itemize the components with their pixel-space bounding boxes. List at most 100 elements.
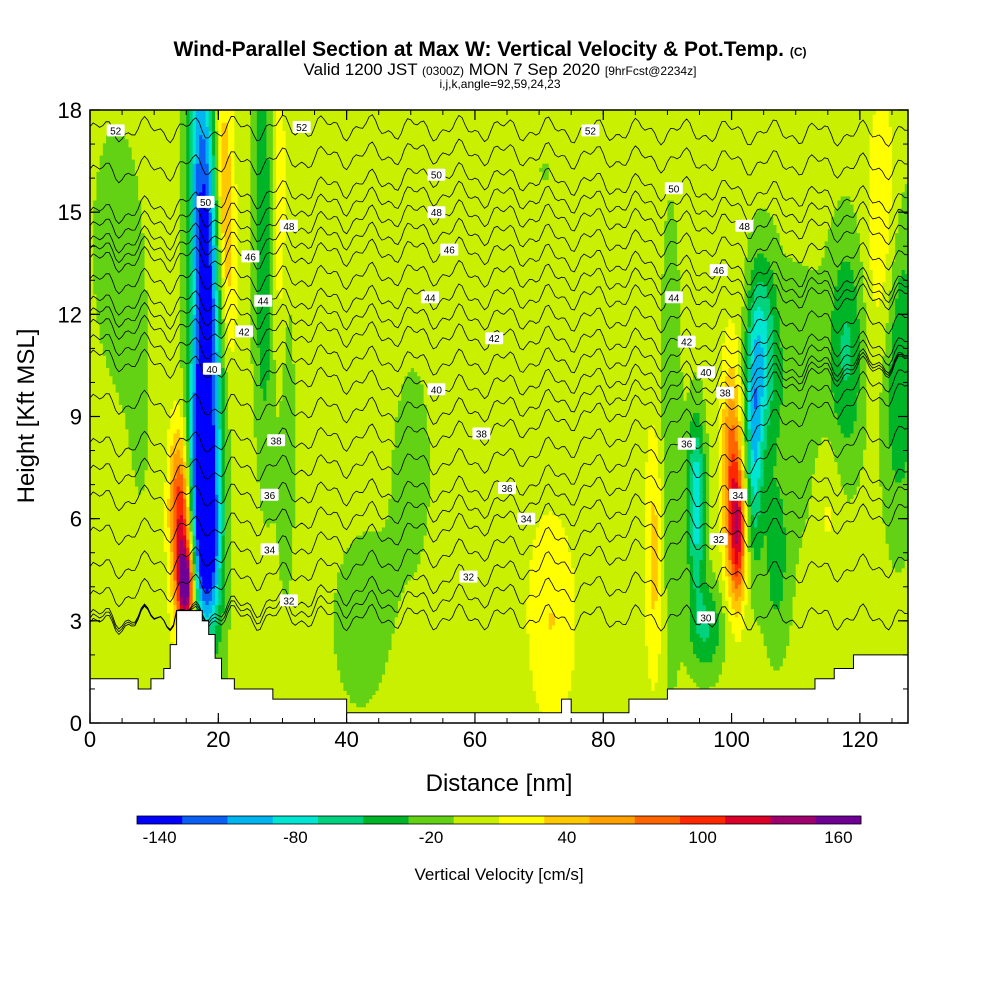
colorbar-swatch bbox=[499, 816, 545, 824]
chart-title: Wind-Parallel Section at Max W: Vertical… bbox=[173, 38, 806, 61]
isentrope-label: 34 bbox=[260, 543, 279, 556]
isentrope-51 bbox=[90, 138, 908, 184]
isentrope-label: 50 bbox=[427, 168, 446, 182]
isentrope-label: 44 bbox=[664, 291, 683, 304]
colorbar-swatch bbox=[770, 816, 817, 824]
isentrope-30 bbox=[90, 603, 908, 632]
colorbar-swatch bbox=[680, 816, 726, 824]
isentrope-label: 36 bbox=[260, 488, 279, 502]
y-tick-label: 0 bbox=[70, 711, 82, 736]
y-tick-label: 12 bbox=[58, 302, 82, 327]
isentrope-label: 42 bbox=[485, 332, 504, 345]
isentrope-46 bbox=[90, 236, 908, 297]
isentrope-label: 42 bbox=[677, 335, 696, 349]
x-tick-label: 100 bbox=[713, 727, 750, 752]
colorbar-swatch bbox=[227, 816, 274, 824]
subtitle-valid: Valid 1200 JST bbox=[304, 60, 418, 79]
isentrope-47 bbox=[90, 217, 908, 271]
isentrope-48 bbox=[90, 199, 908, 254]
isentrope-label: 38 bbox=[716, 386, 735, 400]
x-tick-label: 40 bbox=[334, 727, 358, 752]
isentrope-39 bbox=[90, 351, 908, 425]
isentrope-label: 36 bbox=[677, 437, 696, 451]
isentrope-label: 34 bbox=[517, 512, 536, 526]
colorbar-swatch bbox=[272, 816, 319, 824]
colorbar-tick-label: 160 bbox=[824, 828, 852, 847]
isentrope-32 bbox=[90, 503, 908, 636]
colorbar-swatch bbox=[318, 816, 364, 824]
y-axis-label: Height [Kft MSL] bbox=[13, 329, 40, 504]
isentrope-label: 44 bbox=[254, 294, 273, 308]
isentrope-35 bbox=[90, 426, 908, 546]
chart-title-unit: (C) bbox=[790, 45, 807, 59]
isentrope-label: 38 bbox=[472, 427, 491, 441]
isentrope-52 bbox=[90, 114, 908, 147]
isentrope-label: 44 bbox=[421, 291, 439, 304]
isentrope-42 bbox=[90, 314, 908, 359]
isentrope-34 bbox=[90, 466, 908, 580]
colorbar-label: Vertical Velocity [cm/s] bbox=[414, 865, 583, 884]
isentrope-label: 30 bbox=[696, 611, 715, 624]
isentrope-label: 48 bbox=[427, 206, 446, 219]
isentrope-37 bbox=[90, 369, 908, 485]
x-axis-label: Distance [nm] bbox=[426, 770, 573, 797]
isentrope-label: 46 bbox=[241, 250, 260, 263]
x-axis: 0 20 40 60 80 100 120 bbox=[84, 110, 893, 752]
isentrope-49 bbox=[90, 180, 908, 239]
isentrope-41 bbox=[90, 331, 908, 376]
isentrope-label: 40 bbox=[427, 383, 446, 396]
y-tick-label: 15 bbox=[58, 200, 82, 225]
x-tick-label: 80 bbox=[591, 727, 615, 752]
subtitle-date: MON 7 Sep 2020 bbox=[469, 60, 600, 79]
colorbar-swatch bbox=[544, 816, 590, 824]
isentrope-label: 34 bbox=[729, 488, 747, 502]
isentrope-label: 52 bbox=[581, 124, 600, 137]
colorbar-swatch bbox=[137, 816, 183, 824]
isentrope-45 bbox=[90, 259, 908, 304]
terrain-mask bbox=[90, 610, 908, 723]
isentrope-38 bbox=[90, 355, 908, 458]
isentrope-labels: 52 52 52 50 50 50 48 48 48 46 46 46 44 44 44 42 42 42 40 40… bbox=[106, 121, 754, 624]
colorbar-swatch bbox=[589, 816, 636, 824]
colorbar-swatch bbox=[408, 816, 455, 824]
colorbar-swatch bbox=[725, 816, 771, 824]
colorbar-tick-label: 100 bbox=[688, 828, 716, 847]
isentrope-33 bbox=[90, 484, 908, 608]
isentrope-label: 40 bbox=[202, 362, 221, 376]
colorbar-swatch bbox=[634, 816, 681, 824]
colorbar-tick-label: -80 bbox=[283, 828, 308, 847]
subtitle-forecast: [9hrFcst@2234z] bbox=[605, 64, 697, 78]
y-tick-label: 18 bbox=[58, 98, 82, 123]
isentrope-label: 48 bbox=[735, 219, 754, 233]
isentrope-label: 46 bbox=[709, 264, 728, 277]
isentrope-label: 50 bbox=[196, 195, 215, 209]
isentrope-44 bbox=[90, 283, 908, 317]
y-tick-label: 9 bbox=[70, 405, 82, 430]
isentrope-label: 46 bbox=[440, 243, 459, 257]
x-tick-label: 20 bbox=[206, 727, 230, 752]
isentrope-label: 52 bbox=[106, 124, 125, 137]
colorbar-swatch bbox=[363, 816, 409, 824]
isentrope-label: 32 bbox=[279, 594, 298, 607]
isentrope-40 bbox=[90, 348, 908, 402]
isentrope-label: 52 bbox=[292, 121, 311, 134]
colorbar-swatch bbox=[182, 816, 228, 824]
isentrope-label: 32 bbox=[709, 533, 728, 546]
chart-subtitle: Valid 1200 JST (0300Z) MON 7 Sep 2020 [9… bbox=[304, 60, 697, 79]
x-tick-label: 60 bbox=[463, 727, 487, 752]
isentrope-43 bbox=[90, 301, 908, 335]
isentrope-label: 48 bbox=[279, 219, 298, 233]
x-tick-label: 120 bbox=[842, 727, 879, 752]
colorbar-swatch bbox=[453, 816, 500, 824]
colorbar-swatch bbox=[815, 816, 862, 824]
y-tick-label: 3 bbox=[70, 609, 82, 634]
isentrope-label: 50 bbox=[664, 182, 683, 195]
y-tick-label: 6 bbox=[70, 507, 82, 532]
isentrope-label: 42 bbox=[235, 325, 253, 338]
subtitle-utc: (0300Z) bbox=[422, 64, 464, 78]
colorbar-tick-label: -140 bbox=[143, 828, 177, 847]
chart-indices: i,j,k,angle=92,59,24,23 bbox=[439, 77, 560, 91]
isentrope-31 bbox=[90, 553, 908, 633]
